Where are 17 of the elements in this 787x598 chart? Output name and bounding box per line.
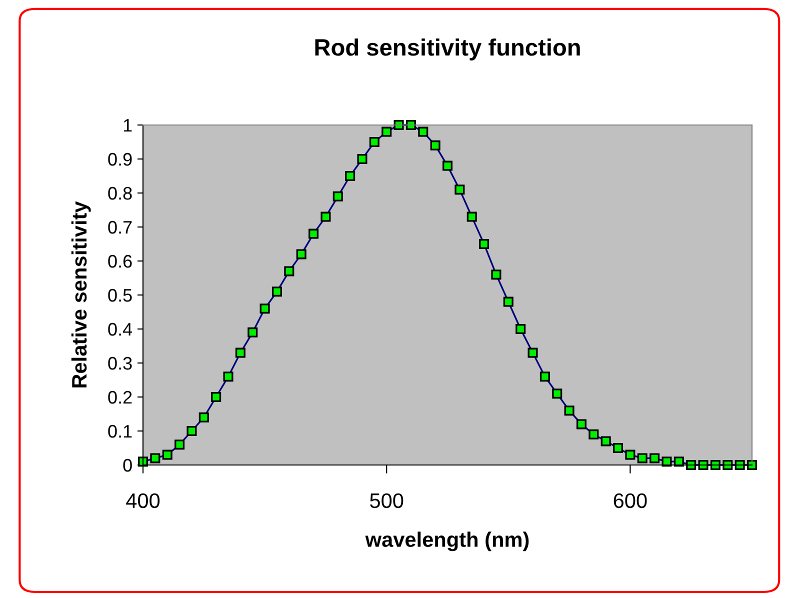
- y-tick-label: 0.4: [108, 322, 132, 336]
- y-tick-label: 1: [124, 119, 132, 132]
- y-axis-title: Relative sensitivity: [71, 201, 91, 388]
- x-tick-label: 600: [614, 493, 647, 508]
- y-tick-label: 0.3: [108, 356, 132, 370]
- y-tick-label: 0: [123, 458, 132, 472]
- y-tick-label: 0.9: [108, 152, 132, 166]
- x-axis-title: wavelength (nm): [365, 532, 529, 552]
- y-tick-label: 0.1: [108, 424, 132, 438]
- x-tick-label: 400: [126, 493, 160, 508]
- x-tick-label: 500: [370, 493, 404, 508]
- chart-title: Rod sensitivity function: [315, 38, 580, 60]
- y-tick-label: 0.6: [108, 254, 132, 268]
- y-tick-label: 0.8: [108, 186, 132, 200]
- y-tick-label: 0.2: [108, 390, 132, 404]
- y-tick-label: 0.7: [108, 220, 132, 234]
- y-tick-label: 0.5: [108, 288, 132, 302]
